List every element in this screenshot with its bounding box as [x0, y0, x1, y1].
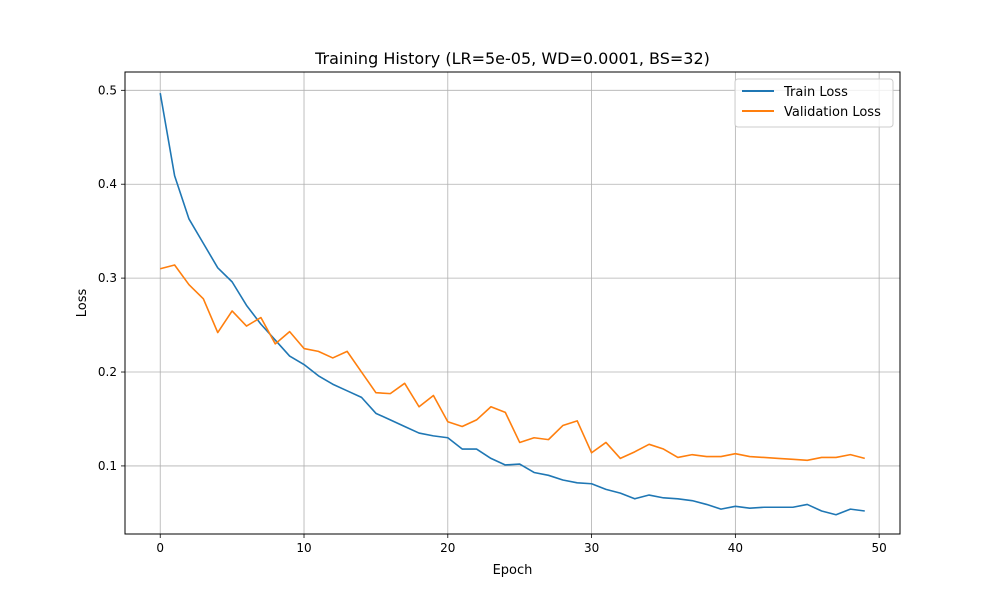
chart-title: Training History (LR=5e-05, WD=0.0001, B… — [314, 49, 710, 68]
plot-background — [125, 72, 900, 534]
y-axis-ticks: 0.1 0.2 0.3 0.4 0.5 — [98, 83, 125, 473]
legend: Train Loss Validation Loss — [734, 78, 894, 128]
x-tick-label: 0 — [156, 541, 164, 555]
x-axis-label: Epoch — [493, 563, 533, 578]
series-line-validation-loss — [160, 264, 865, 462]
plot-area: 0 10 20 30 40 50 0.1 0.2 0.3 0.4 0.5 — [98, 71, 901, 555]
y-tick-label: 0.3 — [98, 271, 117, 285]
grid — [125, 72, 900, 534]
x-tick-label: 40 — [728, 541, 743, 555]
legend-box — [734, 78, 894, 128]
plot-frame — [124, 71, 901, 535]
y-tick-label: 0.1 — [98, 459, 117, 473]
x-tick-label: 50 — [872, 541, 887, 555]
x-tick-label: 10 — [296, 541, 311, 555]
y-tick-label: 0.5 — [98, 83, 117, 97]
x-tick-label: 20 — [440, 541, 455, 555]
series-lines — [159, 92, 865, 516]
x-axis-ticks: 0 10 20 30 40 50 — [156, 534, 887, 555]
y-axis-label: Loss — [75, 289, 90, 318]
x-tick-label: 30 — [584, 541, 599, 555]
y-tick-label: 0.2 — [98, 365, 117, 379]
legend-label-train-loss: Train Loss — [783, 85, 848, 100]
legend-label-validation-loss: Validation Loss — [784, 105, 881, 120]
y-tick-label: 0.4 — [98, 177, 117, 191]
